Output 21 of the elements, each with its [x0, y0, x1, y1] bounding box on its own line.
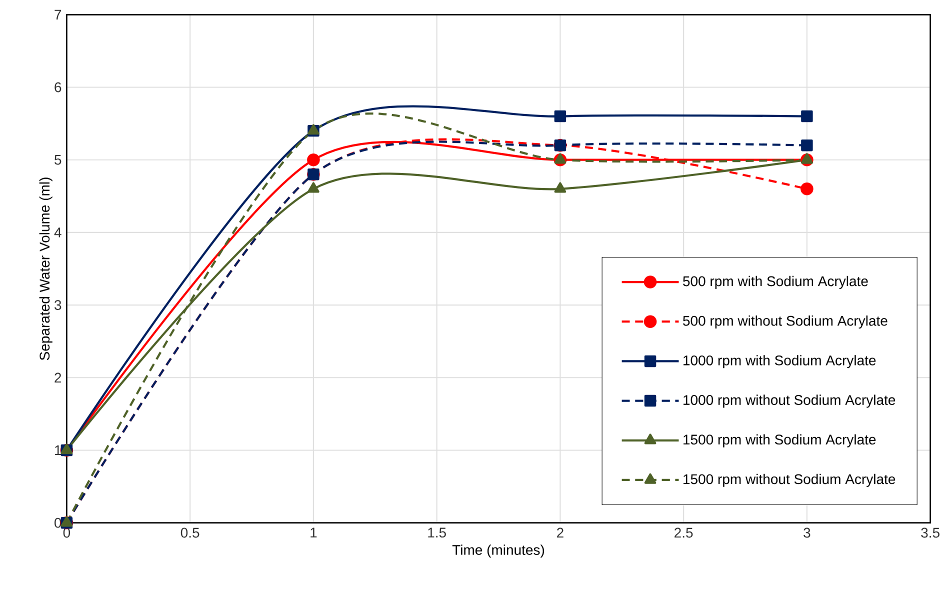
- x-tick-label: 1: [310, 528, 317, 538]
- legend-label: 500 rpm with Sodium Acrylate: [683, 276, 868, 289]
- x-tick-label: 2: [557, 528, 564, 538]
- y-axis-title: Separated Water Volume (ml): [39, 178, 52, 360]
- x-tick-label: 3: [804, 528, 810, 538]
- legend-label: 500 rpm without Sodium Acrylate: [683, 315, 888, 328]
- x-tick-label: 3.5: [921, 528, 940, 538]
- y-tick-label: 6: [54, 82, 62, 92]
- legend-label: 1000 rpm without Sodium Acrylate: [684, 394, 896, 408]
- x-tick-label: 2.5: [674, 528, 693, 538]
- y-tick-label: 5: [54, 154, 62, 165]
- y-tick-label: 7: [54, 10, 62, 20]
- legend-label: 1500 rpm with Sodium Acrylate: [684, 434, 876, 448]
- x-tick-label: 1.5: [428, 528, 446, 538]
- legend-label: 1500 rpm without Sodium Acrylate: [684, 474, 896, 487]
- y-tick-label: 4: [54, 228, 62, 238]
- y-tick-label: 2: [54, 372, 62, 382]
- x-axis-title: Time (minutes): [452, 544, 544, 558]
- y-tick-label: 3: [54, 300, 62, 310]
- x-tick-label: 0.5: [180, 528, 200, 538]
- legend-label: 1000 rpm with Sodium Acrylate: [684, 354, 876, 368]
